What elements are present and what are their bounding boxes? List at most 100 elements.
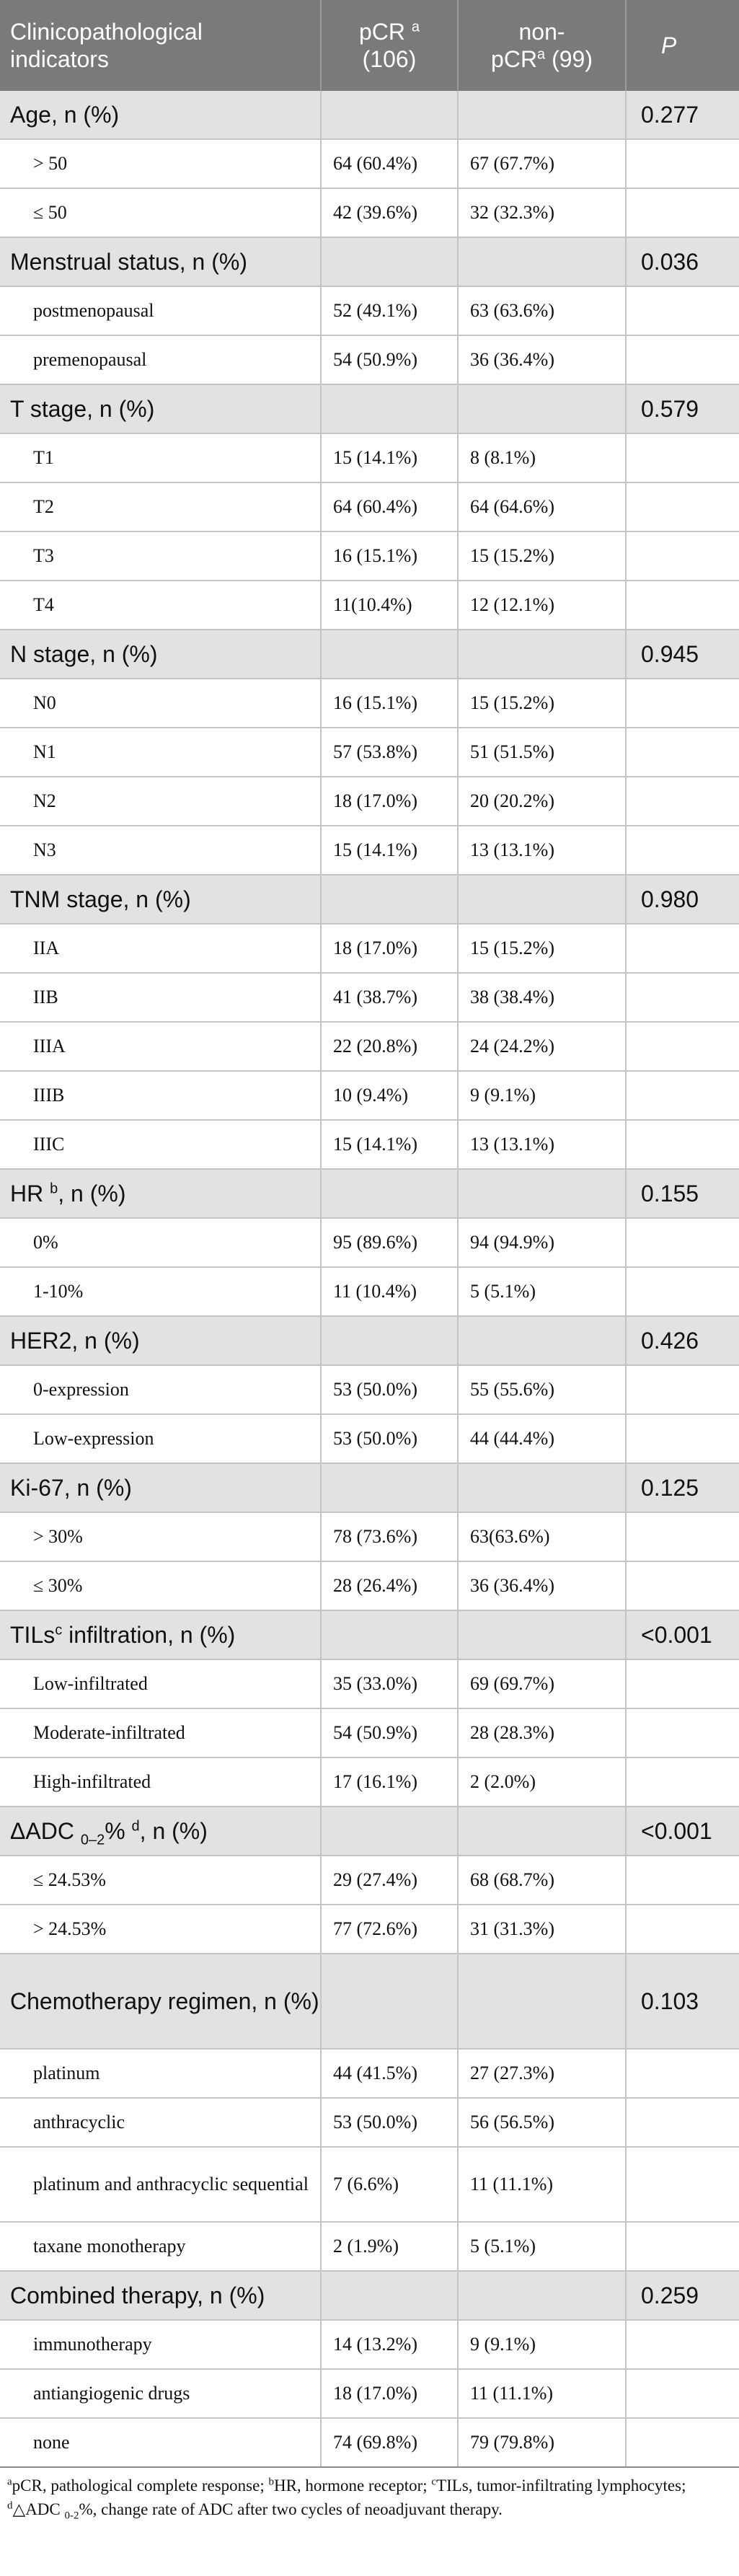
- pcr-value: 16 (15.1%): [321, 531, 459, 581]
- row-p-cell: [626, 433, 739, 483]
- section-row: Menstrual status, n (%) 0.036: [0, 237, 739, 287]
- section-pcr-cell: [321, 630, 459, 679]
- p-value: 0.579: [626, 384, 739, 434]
- non-pcr-value: 15 (15.2%): [458, 924, 627, 974]
- section-row: N stage, n (%) 0.945: [0, 630, 739, 679]
- pcr-value: 16 (15.1%): [321, 679, 459, 728]
- p-value: 0.036: [626, 237, 739, 287]
- section-label: T stage, n (%): [0, 384, 322, 434]
- pcr-value: 52 (49.1%): [321, 286, 459, 336]
- row-label: platinum: [0, 2049, 322, 2099]
- table-row: IIIB 10 (9.4%) 9 (9.1%): [0, 1071, 739, 1121]
- table-row: High-infiltrated 17 (16.1%) 2 (2.0%): [0, 1757, 739, 1807]
- row-p-cell: [626, 1757, 739, 1807]
- section-row: Age, n (%) 0.277: [0, 91, 739, 140]
- row-p-cell: [626, 1708, 739, 1758]
- row-label: premenopausal: [0, 335, 322, 385]
- row-label: 0%: [0, 1218, 322, 1268]
- p-value: 0.945: [626, 630, 739, 679]
- row-label: postmenopausal: [0, 286, 322, 336]
- row-label: IIA: [0, 924, 322, 974]
- table-row: 1-10% 11 (10.4%) 5 (5.1%): [0, 1267, 739, 1317]
- p-value: 0.277: [626, 91, 739, 140]
- pcr-value: 29 (27.4%): [321, 1856, 459, 1905]
- section-label: HR b, n (%): [0, 1169, 322, 1219]
- section-row: Combined therapy, n (%) 0.259: [0, 2271, 739, 2321]
- section-pcr-cell: [321, 875, 459, 925]
- row-p-cell: [626, 531, 739, 581]
- section-pcr-cell: [321, 1316, 459, 1366]
- row-p-cell: [626, 2147, 739, 2223]
- table-row: T3 16 (15.1%) 15 (15.2%): [0, 531, 739, 581]
- p-value: 0.155: [626, 1169, 739, 1219]
- non-pcr-value: 20 (20.2%): [458, 777, 627, 826]
- header-pcr: pCR a (106): [321, 0, 459, 91]
- pcr-value: 64 (60.4%): [321, 139, 459, 189]
- row-p-cell: [626, 1267, 739, 1317]
- table-row: ≤ 50 42 (39.6%) 32 (32.3%): [0, 188, 739, 238]
- table-row: anthracyclic 53 (50.0%) 56 (56.5%): [0, 2098, 739, 2148]
- section-row: TILsc infiltration, n (%) <0.001: [0, 1610, 739, 1660]
- row-label: T3: [0, 531, 322, 581]
- section-non-pcr-cell: [458, 1807, 627, 1856]
- pcr-value: 53 (50.0%): [321, 1365, 459, 1415]
- section-label: HER2, n (%): [0, 1316, 322, 1366]
- non-pcr-value: 8 (8.1%): [458, 433, 627, 483]
- row-label: T4: [0, 581, 322, 630]
- section-label: Ki-67, n (%): [0, 1463, 322, 1513]
- non-pcr-value: 15 (15.2%): [458, 531, 627, 581]
- row-p-cell: [626, 1218, 739, 1268]
- non-pcr-value: 94 (94.9%): [458, 1218, 627, 1268]
- non-pcr-value: 31 (31.3%): [458, 1905, 627, 1954]
- table-row: IIIC 15 (14.1%) 13 (13.1%): [0, 1120, 739, 1170]
- p-value: 0.980: [626, 875, 739, 925]
- section-label: ΔADC 0–2% d, n (%): [0, 1807, 322, 1856]
- table-row: IIIA 22 (20.8%) 24 (24.2%): [0, 1022, 739, 1072]
- section-row: Chemotherapy regimen, n (%) 0.103: [0, 1954, 739, 2050]
- row-label: N0: [0, 679, 322, 728]
- pcr-value: 15 (14.1%): [321, 1120, 459, 1170]
- non-pcr-value: 79 (79.8%): [458, 2418, 627, 2468]
- row-p-cell: [626, 1022, 739, 1072]
- section-pcr-cell: [321, 384, 459, 434]
- table-row: platinum and anthracyclic sequential 7 (6…: [0, 2147, 739, 2223]
- pcr-value: 54 (50.9%): [321, 335, 459, 385]
- table-row: 0% 95 (89.6%) 94 (94.9%): [0, 1218, 739, 1268]
- non-pcr-value: 44 (44.4%): [458, 1414, 627, 1464]
- table-row: IIA 18 (17.0%) 15 (15.2%): [0, 924, 739, 974]
- row-label: High-infiltrated: [0, 1757, 322, 1807]
- row-p-cell: [626, 1414, 739, 1464]
- row-p-cell: [626, 482, 739, 532]
- non-pcr-value: 64 (64.6%): [458, 482, 627, 532]
- table-row: Moderate-infiltrated 54 (50.9%) 28 (28.3%): [0, 1708, 739, 1758]
- table-page: Clinicopathological indicators pCR a (106)…: [0, 0, 739, 2521]
- row-label: > 50: [0, 139, 322, 189]
- pcr-value: 95 (89.6%): [321, 1218, 459, 1268]
- table-footnote: apCR, pathological complete response; bH…: [7, 2476, 686, 2522]
- pcr-value: 74 (69.8%): [321, 2418, 459, 2468]
- non-pcr-value: 68 (68.7%): [458, 1856, 627, 1905]
- row-p-cell: [626, 188, 739, 238]
- row-p-cell: [626, 777, 739, 826]
- non-pcr-value: 11 (11.1%): [458, 2369, 627, 2419]
- pcr-value: 18 (17.0%): [321, 2369, 459, 2419]
- pcr-value: 54 (50.9%): [321, 1708, 459, 1758]
- row-label: 1-10%: [0, 1267, 322, 1317]
- non-pcr-value: 15 (15.2%): [458, 679, 627, 728]
- table-row: postmenopausal 52 (49.1%) 63 (63.6%): [0, 286, 739, 336]
- row-label: IIB: [0, 973, 322, 1023]
- row-p-cell: [626, 1512, 739, 1562]
- non-pcr-value: 28 (28.3%): [458, 1708, 627, 1758]
- row-p-cell: [626, 1856, 739, 1905]
- pcr-value: 14 (13.2%): [321, 2320, 459, 2370]
- non-pcr-value: 27 (27.3%): [458, 2049, 627, 2099]
- table-body: Age, n (%) 0.277 > 50 64 (60.4%) 67 (67.7%) ≤…: [0, 91, 739, 2468]
- table-row: > 30% 78 (73.6%) 63(63.6%): [0, 1512, 739, 1562]
- non-pcr-value: 51 (51.5%): [458, 728, 627, 777]
- section-label: Age, n (%): [0, 91, 322, 140]
- table-row: platinum 44 (41.5%) 27 (27.3%): [0, 2049, 739, 2099]
- section-non-pcr-cell: [458, 384, 627, 434]
- table-row: T2 64 (60.4%) 64 (64.6%): [0, 482, 739, 532]
- section-non-pcr-cell: [458, 630, 627, 679]
- table-row: antiangiogenic drugs 18 (17.0%) 11 (11.1%): [0, 2369, 739, 2419]
